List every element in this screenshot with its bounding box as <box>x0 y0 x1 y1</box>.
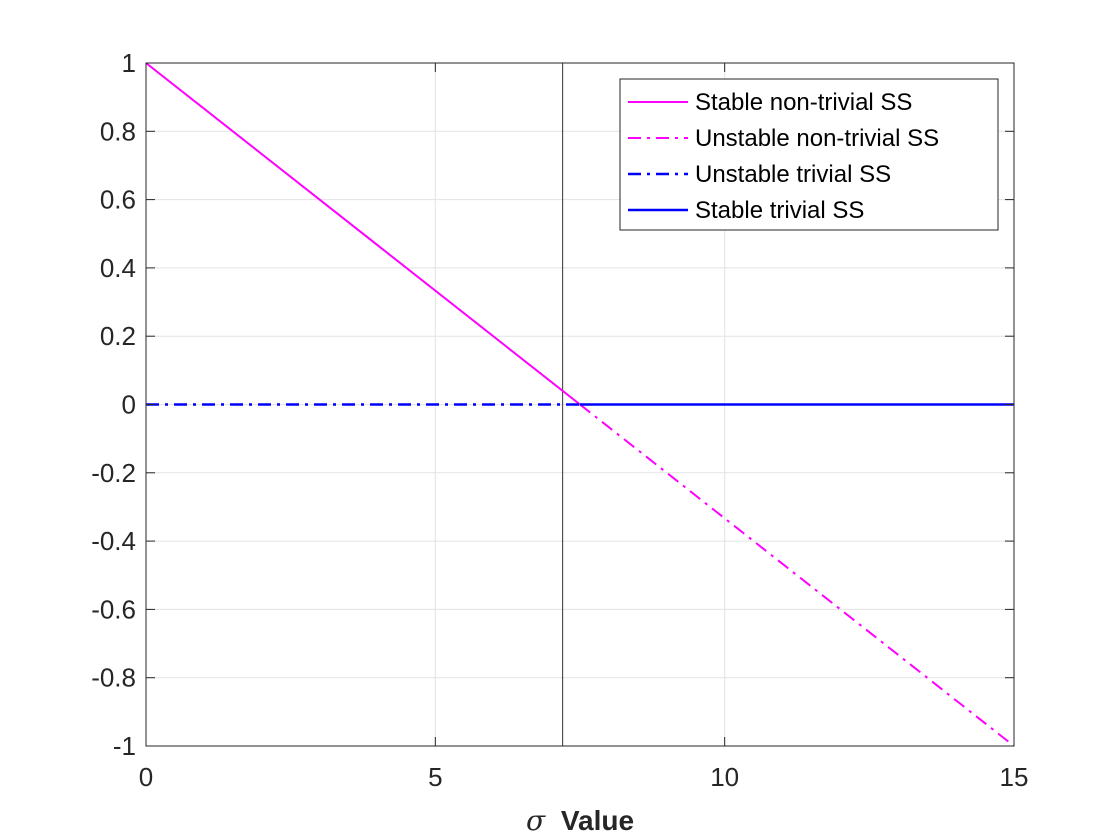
x-tick-label: 10 <box>710 762 739 792</box>
y-tick-label: 0.6 <box>100 185 136 215</box>
series-line-2 <box>579 403 1015 747</box>
legend-label-3: Unstable trivial SS <box>695 161 891 188</box>
tick-marks <box>145 62 1015 747</box>
series-group <box>145 62 1015 747</box>
y-tick-label: -0.2 <box>91 458 136 488</box>
series-line-1 <box>145 62 581 406</box>
y-tick-label: 0.2 <box>100 321 136 351</box>
y-tick-label: 0 <box>122 390 136 420</box>
y-tick-label: -0.6 <box>91 594 136 624</box>
x-axis-label-text: Value <box>561 805 634 836</box>
x-tick-label: 0 <box>139 762 153 792</box>
legend-box <box>619 78 999 231</box>
y-tick-label: 0.4 <box>100 253 136 283</box>
y-tick-label: -1 <box>113 731 136 761</box>
x-tick-label: 5 <box>428 762 442 792</box>
y-tick-label: -0.4 <box>91 526 136 556</box>
legend-label-2: Unstable non-trivial SS <box>695 125 939 152</box>
legend-label-1: Stable non-trivial SS <box>695 89 912 116</box>
y-tick-label: 0.8 <box>100 116 136 146</box>
x-axis-label-symbol: σ <box>526 804 546 837</box>
x-tick-labels: 0 5 10 15 <box>139 762 1029 792</box>
y-tick-label: 1 <box>122 48 136 78</box>
legend-label-4: Stable trivial SS <box>695 197 864 224</box>
x-axis-label: σ Value <box>526 804 634 837</box>
y-tick-label: -0.8 <box>91 663 136 693</box>
legend: Stable non-trivial SS Unstable non-trivia… <box>619 78 999 231</box>
y-tick-labels: -1 -0.8 -0.6 -0.4 -0.2 0 0.2 0.4 0.6 0.8 1 <box>91 48 136 761</box>
x-tick-label: 15 <box>1000 762 1029 792</box>
